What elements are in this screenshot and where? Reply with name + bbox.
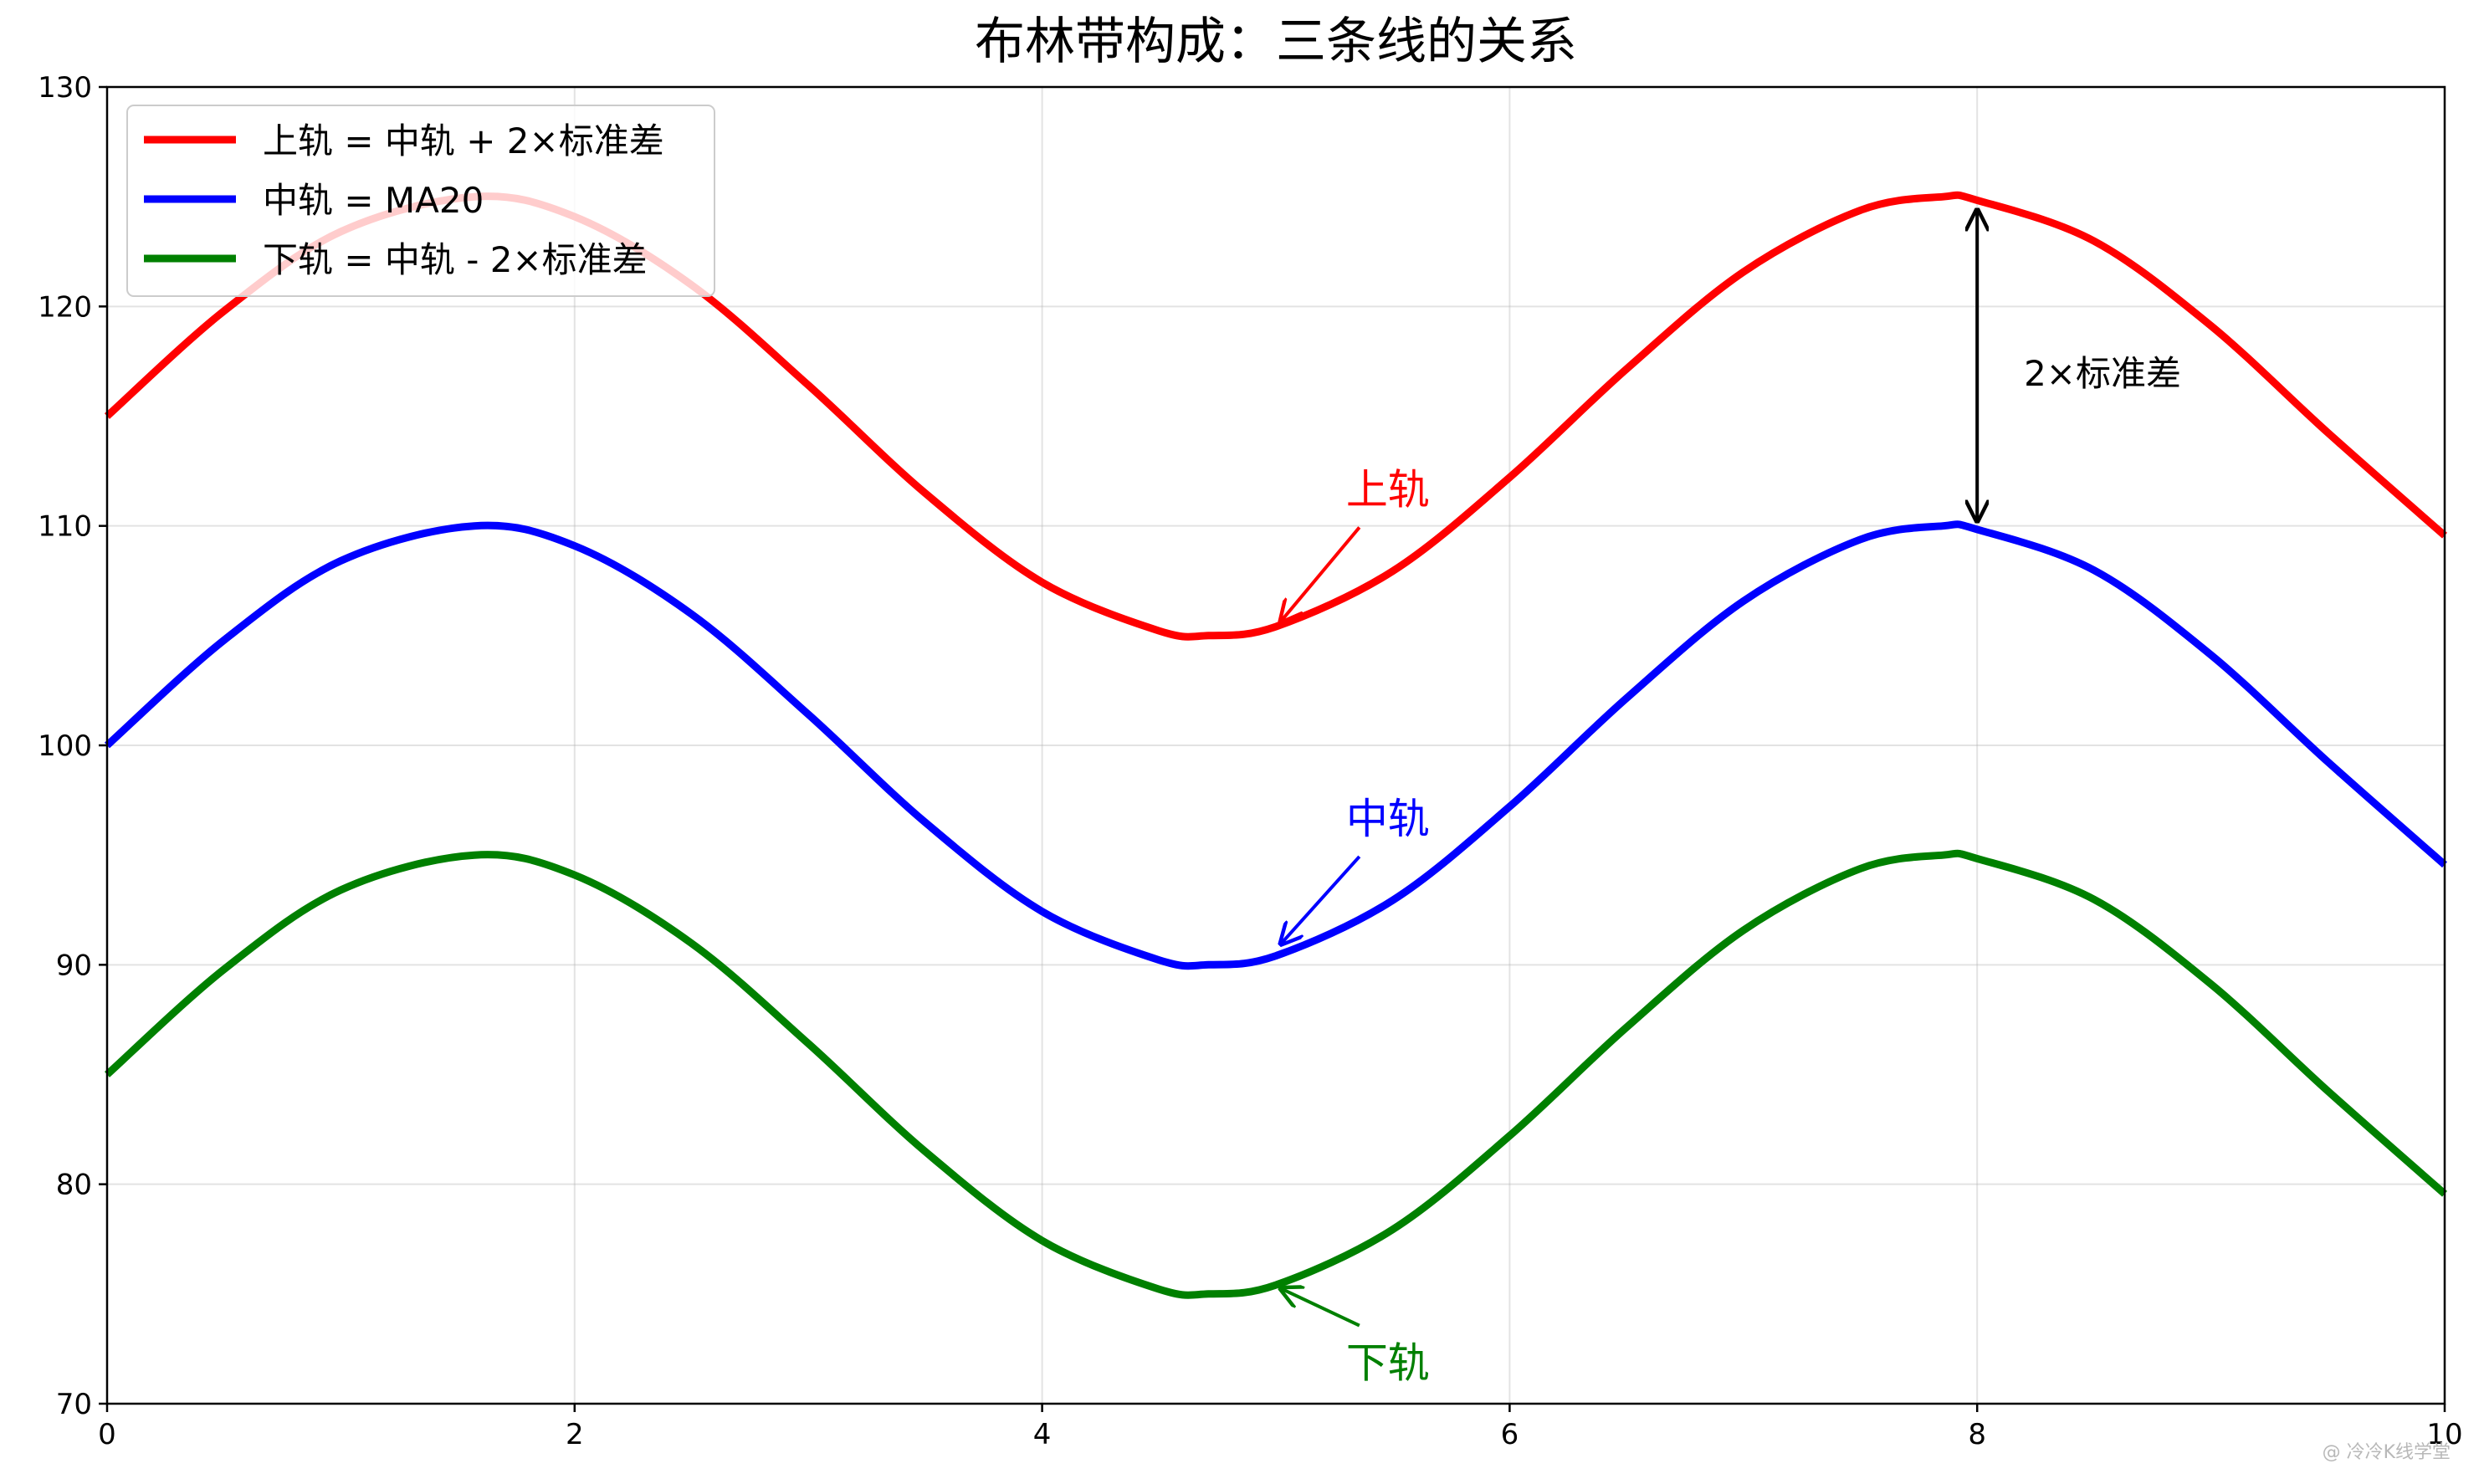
annotation-arrow [1281, 526, 1361, 621]
y-tick-label: 100 [38, 729, 92, 763]
x-tick-label: 8 [1968, 1418, 1986, 1451]
x-tick-label: 2 [566, 1418, 584, 1451]
annotation-arrow [1281, 855, 1361, 944]
chart-title: 布林带构成：三条线的关系 [975, 13, 1577, 71]
x-tick-label: 0 [98, 1418, 116, 1451]
y-tick-label: 120 [38, 290, 92, 324]
y-tick-label: 130 [38, 71, 92, 105]
annotation-label: 中轨 [1346, 795, 1430, 843]
annotation-label: 下轨 [1346, 1339, 1430, 1388]
lower-band-line [104, 849, 2447, 1299]
y-tick-label: 80 [56, 1169, 92, 1202]
tick-labels: 0 2 4 6 8 10 70 80 90 100 110 120 130 [38, 71, 2463, 1451]
std-dev-label: 2×标准差 [2024, 353, 2181, 394]
x-tick-label: 6 [1501, 1418, 1519, 1451]
x-tick-label: 10 [2426, 1418, 2462, 1451]
legend-label: 上轨 = 中轨 + 2×标准差 [263, 120, 664, 161]
middle-band-line [104, 520, 2447, 970]
legend-label: 下轨 = 中轨 - 2×标准差 [263, 239, 648, 280]
x-tick-label: 4 [1033, 1418, 1052, 1451]
legend-box [126, 105, 715, 297]
y-tick-label: 110 [38, 510, 92, 544]
legend-label: 中轨 = MA20 [263, 180, 484, 221]
annotation-label: 上轨 [1346, 465, 1430, 514]
y-tick-label: 70 [56, 1388, 92, 1421]
y-tick-label: 90 [56, 949, 92, 982]
annotation-arrow [1281, 1288, 1360, 1328]
watermark: @ 冷冷K线学堂 [2322, 1442, 2451, 1463]
